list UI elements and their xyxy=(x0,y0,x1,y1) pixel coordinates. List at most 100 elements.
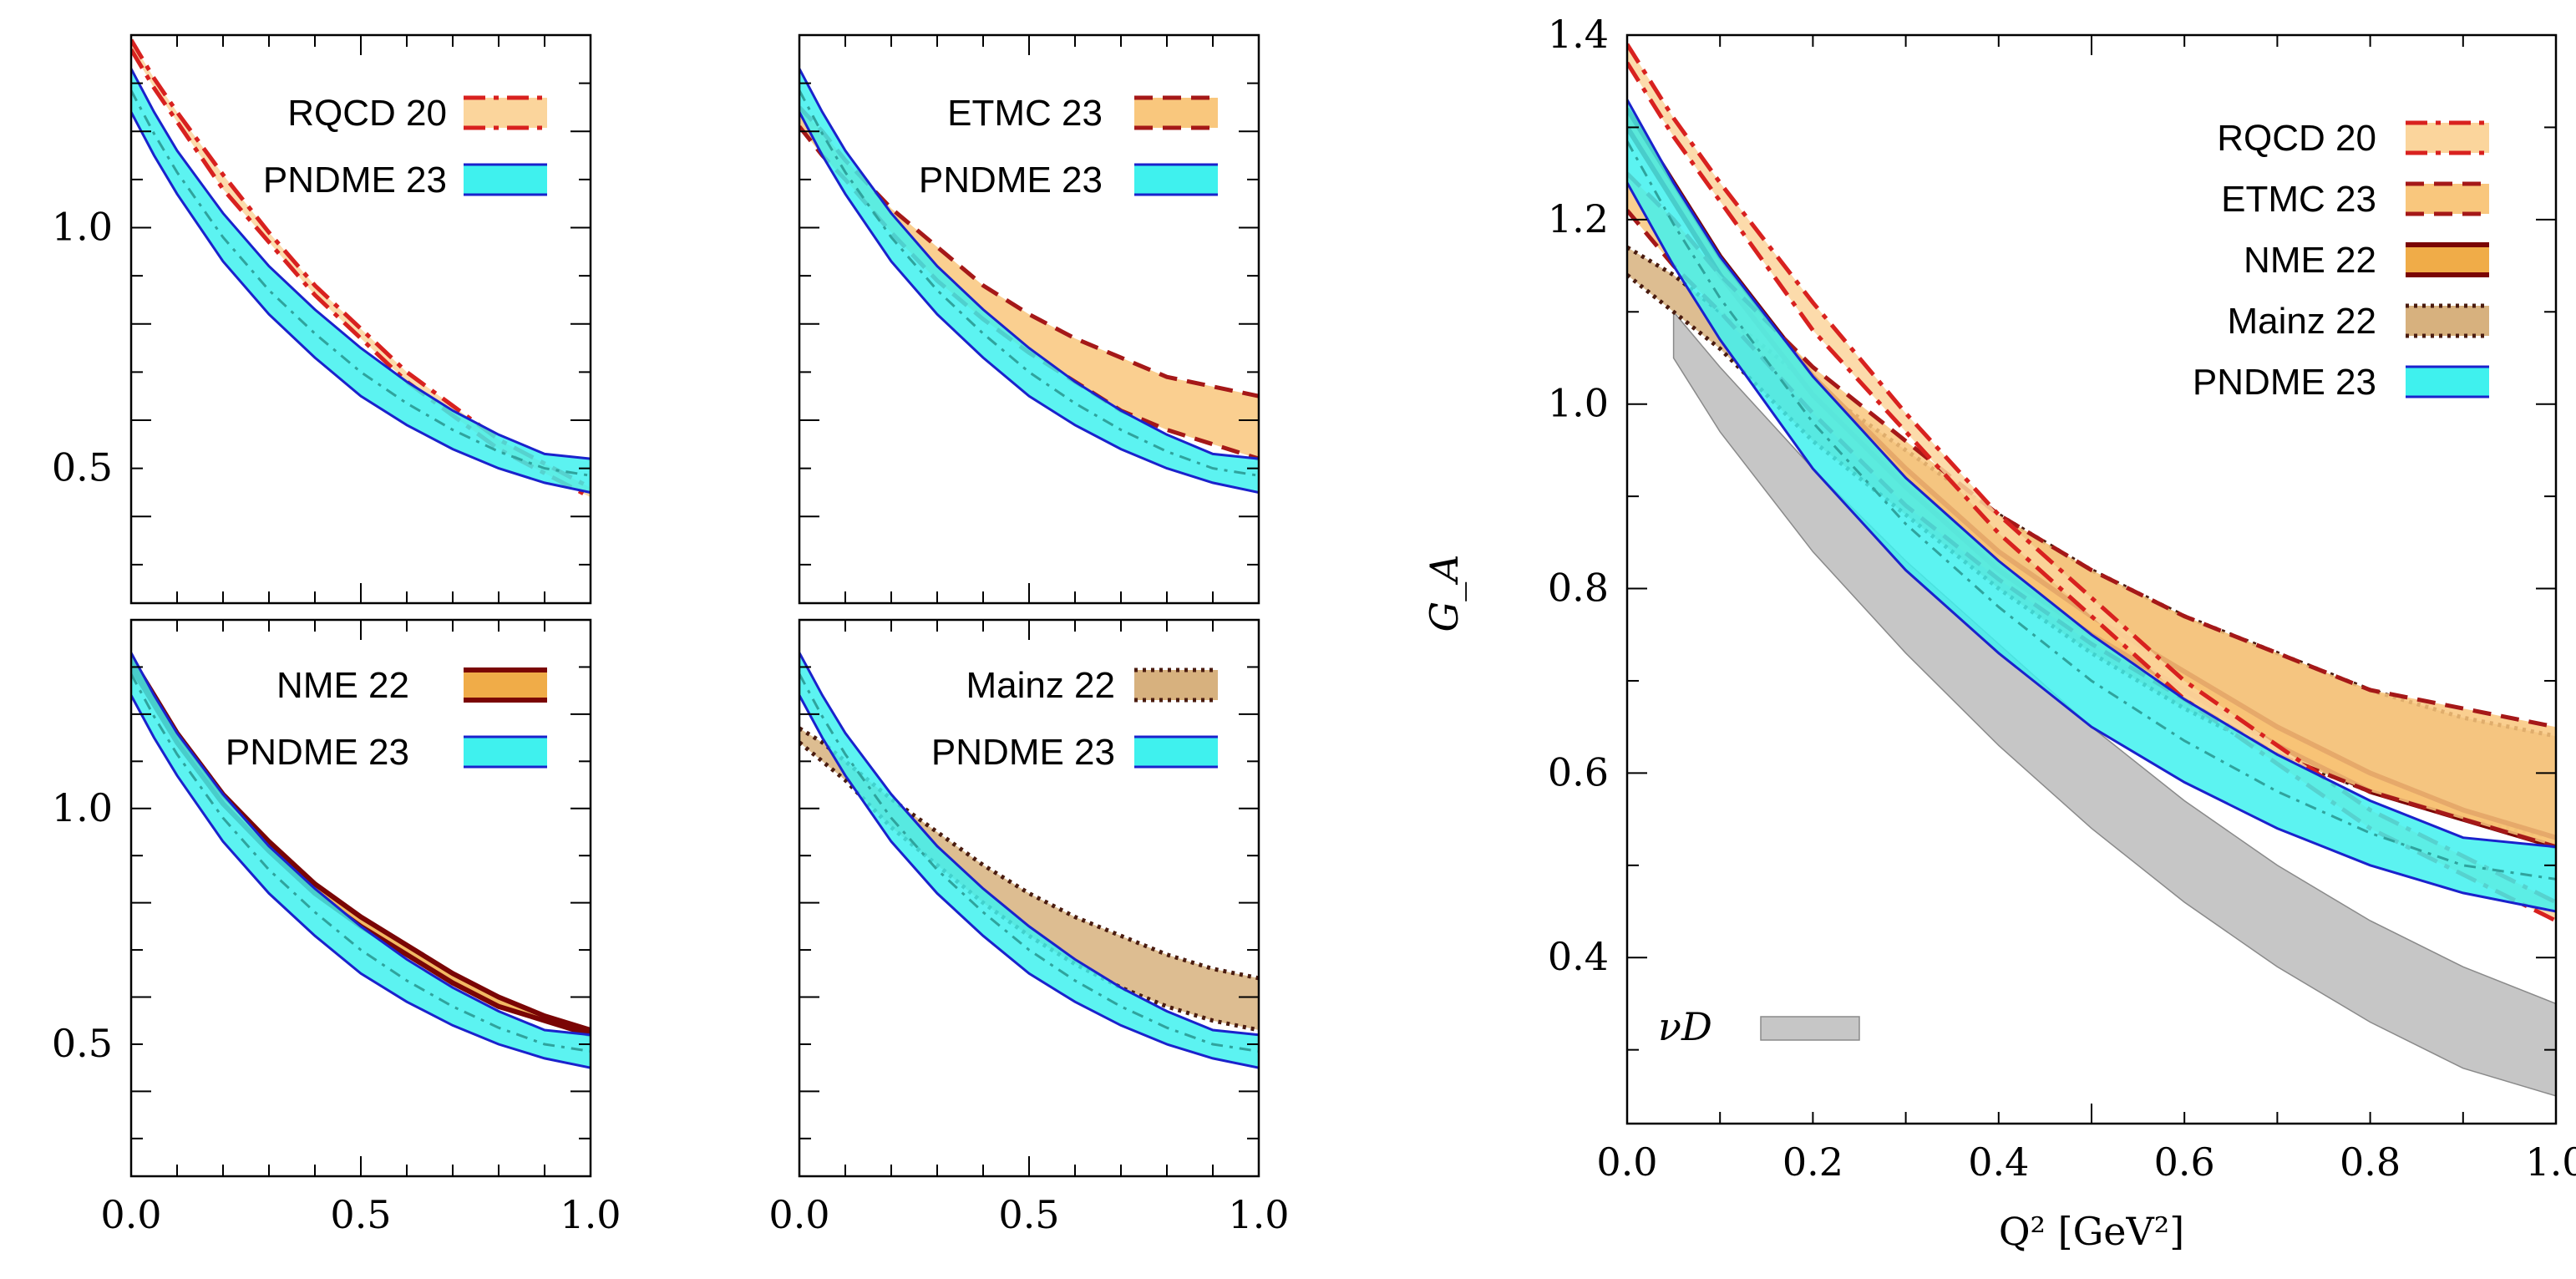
panel-etmc: ETMC 23 PNDME 23 xyxy=(798,33,1260,605)
legend-label-nud: νD xyxy=(1658,1004,1712,1049)
legend-swatch-fill xyxy=(2406,306,2489,336)
band-nme-22-nme xyxy=(131,657,591,1035)
legend-label-pndme-23: PNDME 23 xyxy=(263,160,447,200)
legend-swatch-pndme-23 xyxy=(464,163,547,196)
band-etmc-23-etmc xyxy=(799,107,1259,459)
x-tick-label: 0.8 xyxy=(2340,1139,2401,1185)
legend-label-pndme-23: PNDME 23 xyxy=(226,732,409,773)
legend-label-nme-22: NME 22 xyxy=(2244,240,2376,281)
curve-pndme-23-center-rqcd xyxy=(131,89,591,477)
y-tick-label: 1.4 xyxy=(1548,12,1609,57)
ticks-rqcd xyxy=(130,34,591,603)
legend-swatch-fill xyxy=(2406,184,2489,214)
legend-swatch-fill xyxy=(1134,98,1218,128)
legend-label-mainz-22: Mainz 22 xyxy=(966,665,1115,706)
ticks-nme xyxy=(130,619,591,1176)
legend-label-etmc-23: ETMC 23 xyxy=(947,93,1103,134)
legend-swatch-etmc-23 xyxy=(1134,95,1218,130)
curve-nme-22-lower-nme xyxy=(131,665,591,1038)
curve-pndme-23-center-mainz xyxy=(799,673,1259,1053)
y-tick-label: 1.0 xyxy=(1548,381,1609,426)
legend-swatch-nud xyxy=(1760,1016,1860,1041)
ticks-main xyxy=(1626,34,2557,1124)
legend-swatch-fill xyxy=(1134,165,1218,195)
x-tick-label: 0.5 xyxy=(998,1192,1059,1237)
panel-main: 1.4 1.2 1.0 0.8 0.6 0.4 0.0 0.2 0.4 0.6 0.8 1.0 RQCD… xyxy=(1422,12,2576,1254)
curve-pndme-23-lower-main xyxy=(1627,181,2556,913)
curve-pndme-23-center-nme xyxy=(131,673,591,1053)
x-tick-label: 0.2 xyxy=(1782,1139,1843,1185)
curve-pndme-23-lower-etmc xyxy=(799,111,1259,494)
plot-area-main xyxy=(1627,43,2556,1097)
legend-swatch-nme-22 xyxy=(464,667,547,703)
legend-label-pndme-23: PNDME 23 xyxy=(919,160,1103,200)
legend-swatch-fill xyxy=(464,165,547,195)
legend-swatch-etmc-23 xyxy=(2406,181,2489,216)
legend-swatch-fill xyxy=(464,670,547,700)
y-tick-label: 0.8 xyxy=(1548,566,1609,611)
legend-swatch-fill xyxy=(2406,245,2489,275)
panel-mainz: 0.0 0.5 1.0 Mainz 22 PNDME 23 xyxy=(768,618,1290,1237)
legend-label-rqcd-20: RQCD 20 xyxy=(2217,118,2376,159)
curve-pndme-23-lower-rqcd xyxy=(131,111,591,494)
x-tick-label: 1.0 xyxy=(560,1192,621,1237)
x-tick-label: 0.4 xyxy=(1968,1139,2029,1185)
legend-swatch-nme-22 xyxy=(2406,242,2489,277)
x-tick-label: 0.0 xyxy=(100,1192,161,1237)
x-tick-label: 0.5 xyxy=(330,1192,391,1237)
curve-pndme-23-upper-main xyxy=(1627,99,2556,849)
x-tick-label: 1.0 xyxy=(2525,1139,2576,1185)
curve-pndme-23-lower-nme xyxy=(131,694,591,1069)
plot-area-etmc xyxy=(799,68,1259,494)
x-tick-label: 0.0 xyxy=(1596,1139,1657,1185)
x-tick-label: 1.0 xyxy=(1228,1192,1289,1237)
plot-area-nme xyxy=(131,652,591,1069)
x-tick-label: 0.0 xyxy=(768,1192,829,1237)
legend-swatch-rqcd-20 xyxy=(2406,120,2489,155)
y-tick-label: 0.5 xyxy=(52,445,113,490)
panel-rqcd: 1.0 0.5 RQCD 20 PNDME 23 xyxy=(52,33,592,605)
y-tick-label: 0.6 xyxy=(1548,749,1609,794)
ticks-mainz xyxy=(799,619,1260,1176)
legend-label-nme-22: NME 22 xyxy=(276,665,409,706)
y-tick-label: 0.4 xyxy=(1548,934,1609,979)
legend-swatch-fill xyxy=(464,98,547,128)
y-tick-label: 1.2 xyxy=(1548,196,1609,241)
legend-swatch-mainz-22 xyxy=(2406,303,2489,338)
legend-label-pndme-23: PNDME 23 xyxy=(931,732,1115,773)
legend-swatch-fill xyxy=(1134,670,1218,700)
plot-area-rqcd xyxy=(131,38,591,500)
legend-label-pndme-23: PNDME 23 xyxy=(2193,362,2376,403)
band-etmc-23-main xyxy=(1627,173,2556,847)
curve-pndme-23-center-main xyxy=(1627,140,2556,881)
legend-swatch-fill xyxy=(2406,367,2489,397)
legend-swatch-pndme-23 xyxy=(1134,163,1218,196)
band-mainz-22-mainz xyxy=(799,728,1259,1030)
legend-swatch-pndme-23 xyxy=(464,735,547,769)
plot-area-mainz xyxy=(799,652,1259,1069)
ticks-etmc xyxy=(799,34,1260,603)
curve-pndme-23-center-etmc xyxy=(799,89,1259,477)
legend-swatch-mainz-22 xyxy=(1134,667,1218,703)
curve-pndme-23-lower-mainz xyxy=(799,694,1259,1069)
legend-swatch-fill xyxy=(2406,123,2489,153)
legend-swatch-pndme-23 xyxy=(2406,365,2489,398)
legend-label-mainz-22: Mainz 22 xyxy=(2227,301,2376,342)
x-axis-title: Q² [GeV²] xyxy=(1999,1209,2184,1254)
curve-pndme-23-upper-etmc xyxy=(799,68,1259,460)
legend-label-rqcd-20: RQCD 20 xyxy=(287,93,447,134)
y-tick-label: 1.0 xyxy=(52,785,113,830)
curve-pndme-23-upper-rqcd xyxy=(131,68,591,460)
y-axis-title: G_A xyxy=(1422,555,1467,632)
panel-nme: 1.0 0.5 0.0 0.5 1.0 NME 22 PNDME 23 xyxy=(52,618,621,1237)
legend-label-etmc-23: ETMC 23 xyxy=(2221,179,2376,220)
y-tick-label: 1.0 xyxy=(52,205,113,250)
legend-swatch-fill xyxy=(464,737,547,767)
legend-swatch-pndme-23 xyxy=(1134,735,1218,769)
y-tick-label: 0.5 xyxy=(52,1021,113,1066)
legend-swatch-fill xyxy=(1134,737,1218,767)
x-tick-label: 0.6 xyxy=(2154,1139,2215,1185)
legend-swatch-rqcd-20 xyxy=(464,95,547,130)
curve-pndme-23-upper-nme xyxy=(131,652,591,1037)
